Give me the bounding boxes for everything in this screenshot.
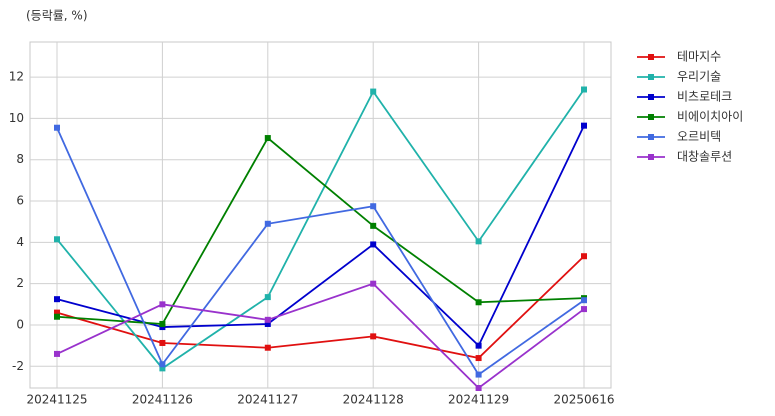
y-tick-label: 6 [16,194,24,208]
legend-marker [648,154,654,160]
point-marker [159,339,166,346]
y-tick-label: -2 [12,359,24,373]
series-line [56,88,585,370]
point-marker [264,320,271,327]
y-tick-label: 0 [16,317,24,331]
legend-marker [648,74,654,80]
legend-label: 비에이치아이 [677,110,743,124]
point-marker [370,222,377,229]
x-tick-label: 20241128 [343,393,404,407]
y-tick-label: 2 [16,276,24,290]
legend-marker [648,134,654,140]
point-marker [54,350,60,357]
legend-label: 비츠로테크 [677,90,732,104]
point-marker [159,320,166,327]
series-line [56,127,585,376]
plot-area [29,41,612,389]
point-marker [264,344,271,351]
point-marker [159,361,166,368]
x-tick-label: 20241125 [26,393,87,407]
point-marker [159,301,166,308]
legend-label: 우리기술 [677,70,721,84]
point-marker [370,280,377,287]
y-tick-label: 4 [16,235,24,249]
point-marker [159,365,166,372]
series-line [56,125,585,348]
legend-label: 대창솔루션 [677,150,732,164]
point-marker [475,371,482,378]
point-marker [54,313,60,320]
y-tick-label: 10 [9,111,24,125]
point-marker [581,306,587,313]
point-marker [475,355,482,362]
point-marker [264,135,271,142]
series-line [56,282,585,390]
point-marker [54,236,60,243]
x-tick-label: 20241126 [132,393,193,407]
point-marker [581,253,587,260]
point-marker [264,316,271,323]
point-marker [54,309,60,316]
point-marker [475,342,482,349]
point-marker [475,238,482,245]
point-marker [159,324,166,331]
x-tick-label: 20250616 [553,393,614,407]
legend-label: 테마지수 [677,50,721,64]
point-marker [370,241,377,248]
series-line [56,255,585,360]
series-line [56,136,585,325]
point-marker [581,122,587,129]
point-marker [475,299,482,306]
point-marker [370,203,377,210]
legend-marker [648,114,654,120]
y-axis-label: (등락률, %) [26,9,88,23]
point-marker [54,296,60,303]
x-tick-label: 20241127 [237,393,298,407]
x-tick-label: 20241129 [448,393,509,407]
point-marker [370,333,377,340]
point-marker [54,124,60,131]
point-marker [581,86,587,93]
point-marker [370,88,377,95]
y-tick-label: 12 [9,70,24,84]
point-marker [581,297,587,304]
point-marker [475,385,482,391]
legend-label: 오르비텍 [677,130,721,144]
y-tick-label: 8 [16,152,24,166]
point-marker [264,294,271,301]
legend-marker [648,94,654,100]
point-marker [264,220,271,227]
legend-marker [648,54,654,60]
